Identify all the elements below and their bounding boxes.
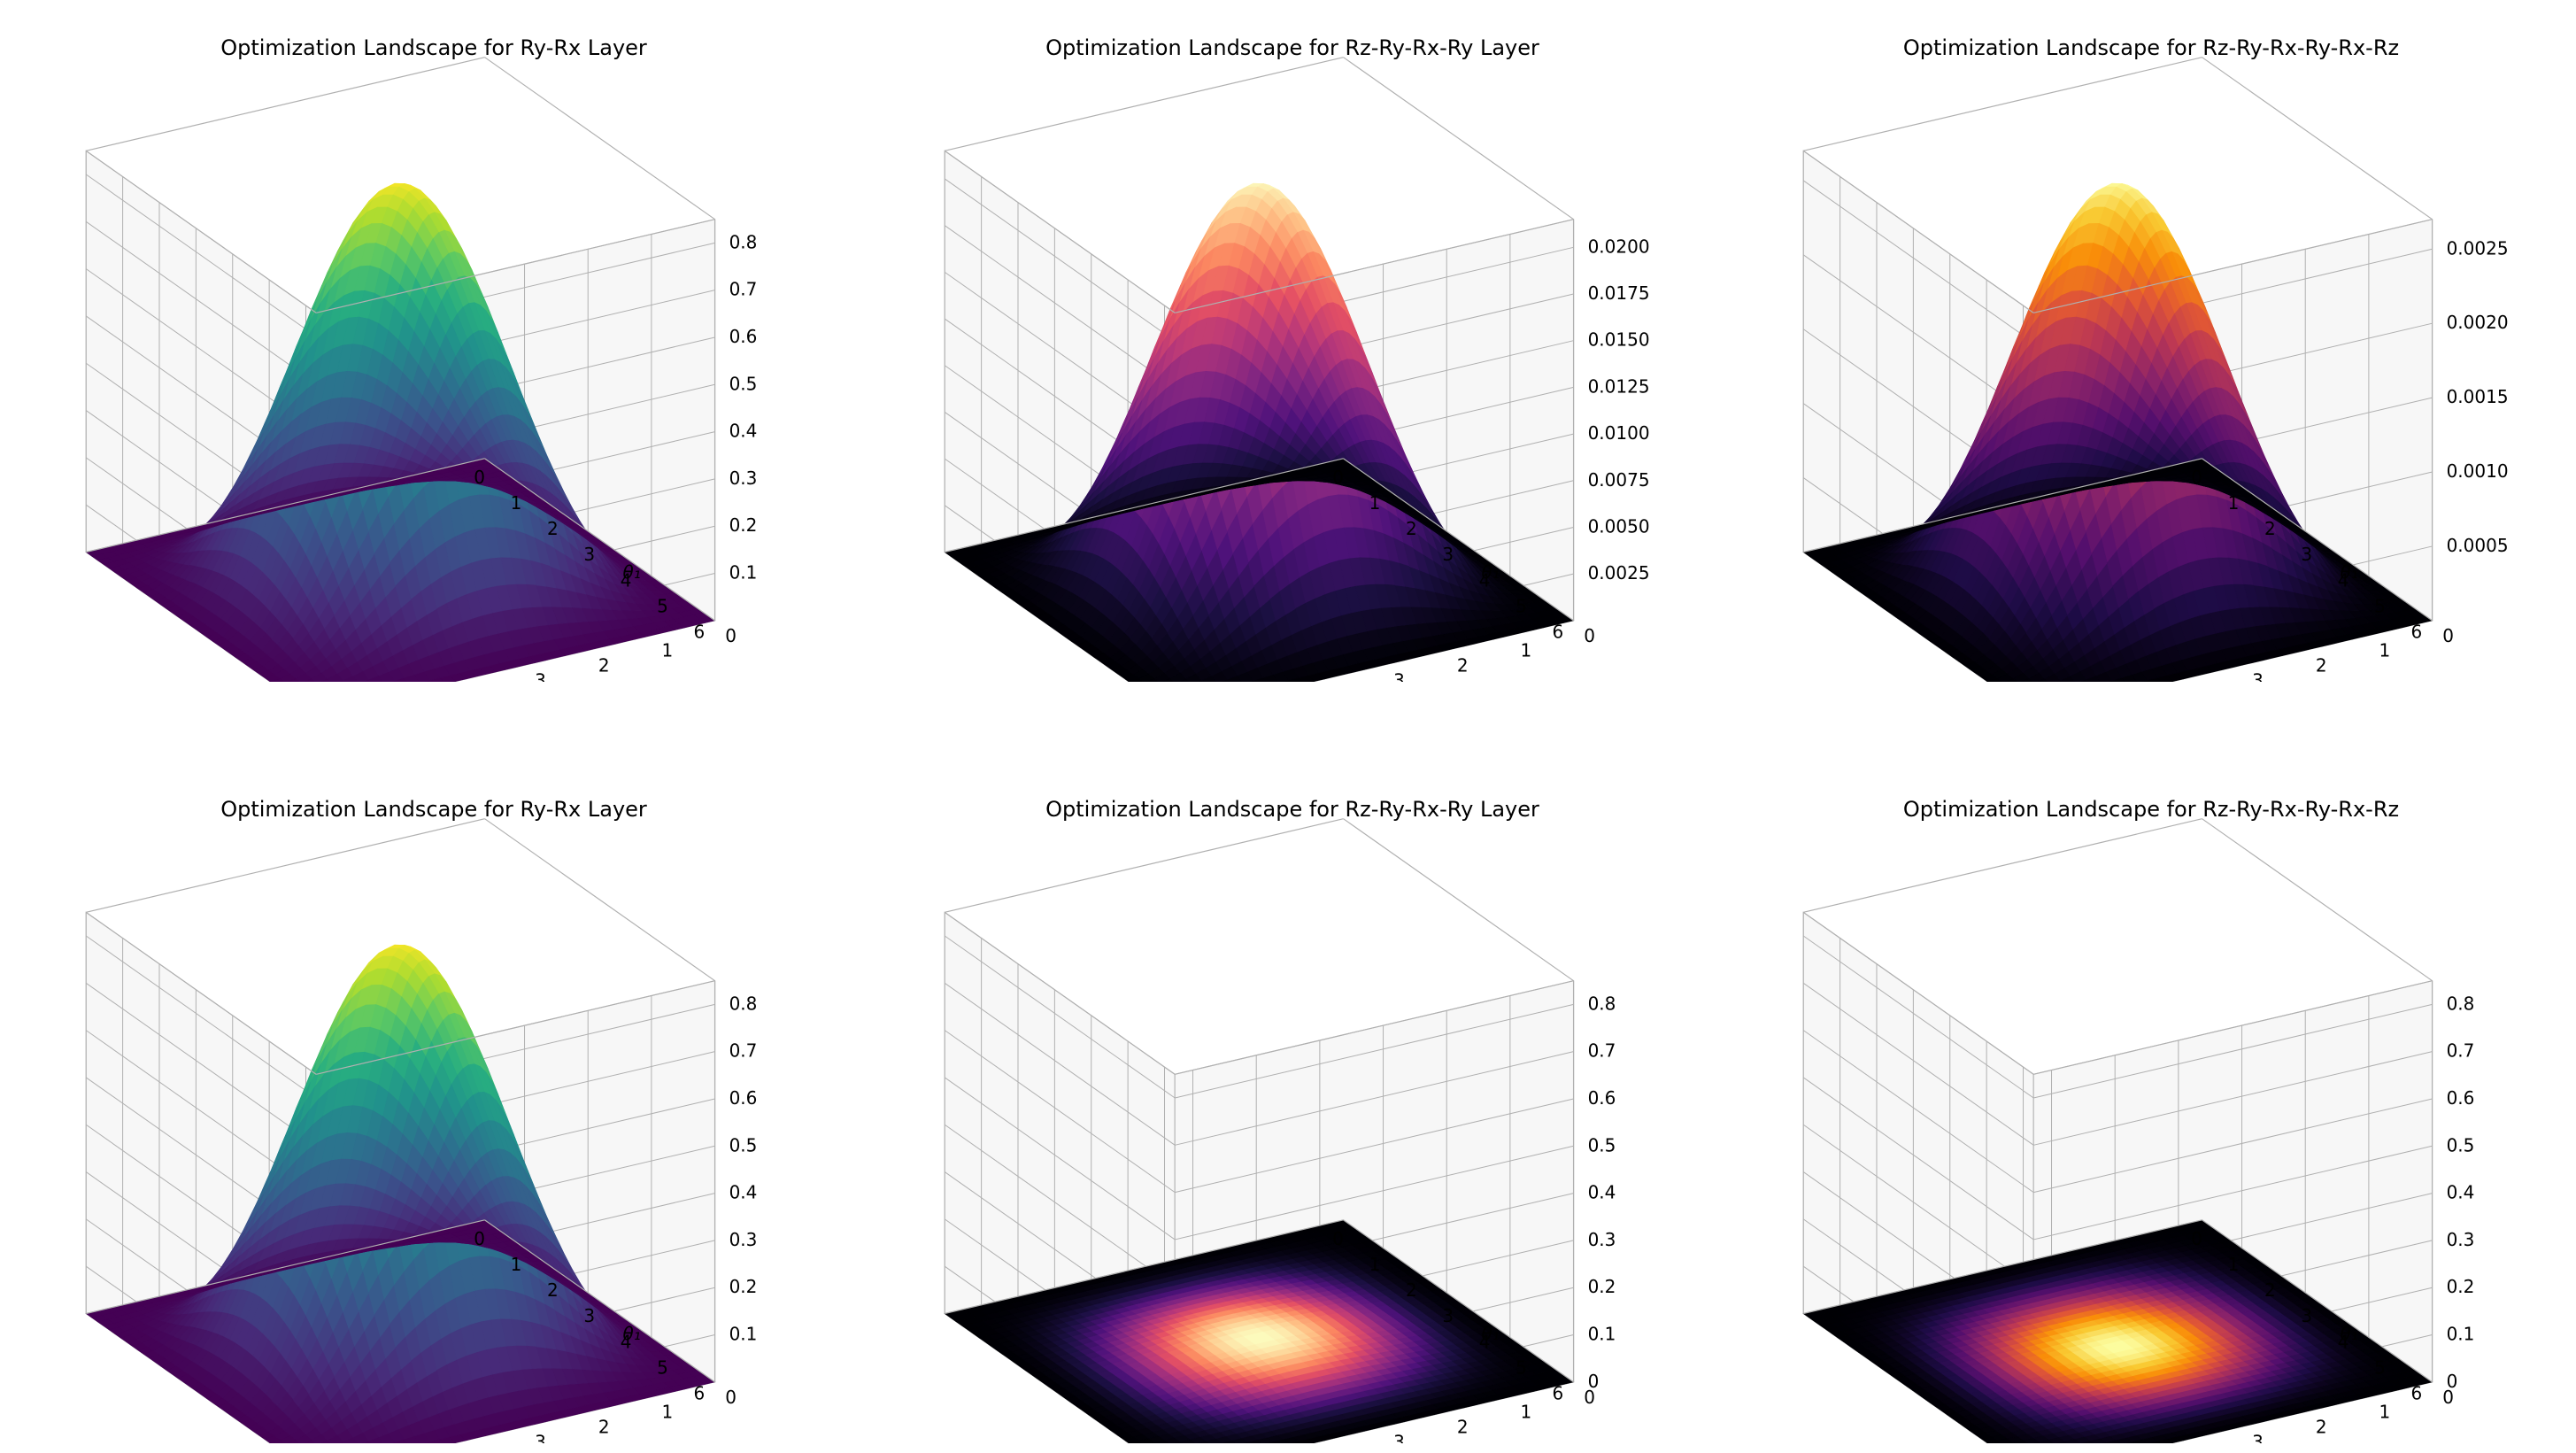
svg-text:0.4: 0.4 xyxy=(729,421,758,442)
svg-text:0: 0 xyxy=(725,625,737,646)
svg-text:0.8: 0.8 xyxy=(729,231,758,252)
svg-text:1: 1 xyxy=(1521,640,1532,661)
plot3d-p11: 0123456θ₁0123456θ₂0.10.20.30.40.50.60.70… xyxy=(18,9,850,682)
plot3d-p21: 0123456θ₁0123456θ₂0.10.20.30.40.50.60.70… xyxy=(18,770,850,1443)
plot3d-p23: 0123456θ₁0123456θ₂00.10.20.30.40.50.60.7… xyxy=(1735,770,2567,1443)
svg-text:6: 6 xyxy=(1552,622,1563,643)
plot3d-p12: 0123456θ₁0123456θ₂0.00250.00500.00750.01… xyxy=(876,9,1708,682)
svg-text:0: 0 xyxy=(1584,625,1595,646)
svg-text:3: 3 xyxy=(1393,669,1405,682)
svg-text:0.0175: 0.0175 xyxy=(1588,282,1650,304)
svg-text:2: 2 xyxy=(598,654,610,676)
svg-text:6: 6 xyxy=(693,622,705,643)
plot3d-p13: 0123456θ₁0123456θ₂0.00050.00100.00150.00… xyxy=(1735,9,2567,682)
svg-text:3: 3 xyxy=(583,544,595,565)
svg-text:0.0075: 0.0075 xyxy=(1588,469,1650,491)
panel-p12: Optimization Landscape for Rz-Ry-Rx-Ry L… xyxy=(876,9,1708,682)
figure-root: Optimization Landscape for Ry-Rx Layer 0… xyxy=(0,0,2576,1453)
plot3d-p22: 0123456θ₁0123456θ₂00.10.20.30.40.50.60.7… xyxy=(876,770,1708,1443)
svg-text:0.2: 0.2 xyxy=(729,514,758,536)
panel-p11: Optimization Landscape for Ry-Rx Layer 0… xyxy=(18,9,850,682)
svg-text:2: 2 xyxy=(1457,654,1469,676)
svg-text:0.1: 0.1 xyxy=(729,562,758,584)
svg-text:0.5: 0.5 xyxy=(729,373,758,394)
svg-text:2: 2 xyxy=(547,518,559,539)
svg-text:0.6: 0.6 xyxy=(729,326,758,347)
svg-text:0.0050: 0.0050 xyxy=(1588,515,1650,537)
svg-text:0.0125: 0.0125 xyxy=(1588,375,1650,397)
svg-text:0: 0 xyxy=(1332,467,1344,488)
svg-text:0.3: 0.3 xyxy=(729,468,758,489)
svg-text:5: 5 xyxy=(1516,595,1527,616)
panel-p22: Optimization Landscape for Rz-Ry-Rx-Ry L… xyxy=(876,770,1708,1443)
svg-text:0: 0 xyxy=(474,467,485,488)
svg-text:5: 5 xyxy=(657,595,668,616)
svg-text:θ₁: θ₁ xyxy=(1481,561,1499,583)
svg-text:0.0100: 0.0100 xyxy=(1588,422,1650,444)
svg-text:2: 2 xyxy=(1406,518,1417,539)
svg-text:1: 1 xyxy=(1369,492,1381,514)
panel-p23: Optimization Landscape for Rz-Ry-Rx-Ry-R… xyxy=(1735,770,2567,1443)
svg-text:3: 3 xyxy=(1442,544,1454,565)
panel-p13: Optimization Landscape for Rz-Ry-Rx-Ry-R… xyxy=(1735,9,2567,682)
svg-text:0.0200: 0.0200 xyxy=(1588,236,1650,257)
svg-text:0.7: 0.7 xyxy=(729,279,758,300)
svg-text:0.0150: 0.0150 xyxy=(1588,329,1650,351)
panel-p21: Optimization Landscape for Ry-Rx Layer 0… xyxy=(18,770,850,1443)
svg-text:1: 1 xyxy=(662,640,674,661)
svg-text:θ₁: θ₁ xyxy=(622,561,640,583)
svg-text:3: 3 xyxy=(535,669,546,682)
svg-text:0.0025: 0.0025 xyxy=(1588,562,1650,584)
svg-text:1: 1 xyxy=(511,492,522,514)
